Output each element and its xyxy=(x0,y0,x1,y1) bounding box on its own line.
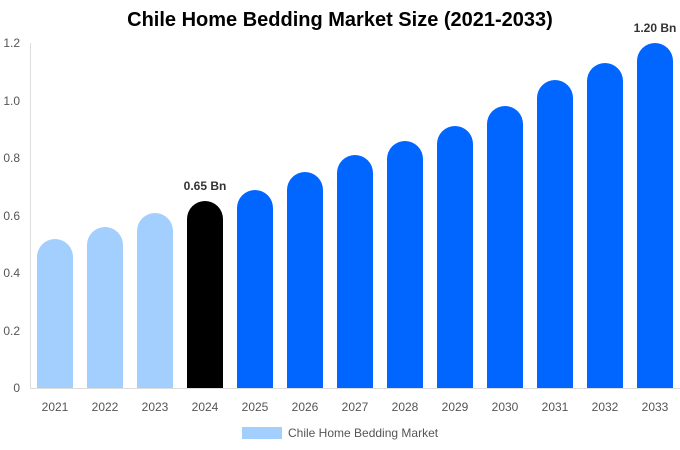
bar-2025[interactable] xyxy=(237,189,273,388)
y-tick-label: 0.4 xyxy=(3,266,20,280)
chart-title: Chile Home Bedding Market Size (2021-203… xyxy=(127,9,553,31)
x-tick-label: 2021 xyxy=(41,400,69,414)
y-tick-label: 0.8 xyxy=(3,151,20,165)
x-tick-label: 2031 xyxy=(541,400,569,414)
bar-2031[interactable] xyxy=(537,80,573,388)
x-tick-label: 2024 xyxy=(191,400,219,414)
bar-2022[interactable] xyxy=(87,227,123,388)
legend-label: Chile Home Bedding Market xyxy=(288,426,439,440)
bar-2024[interactable] xyxy=(187,201,223,388)
bar-2026[interactable] xyxy=(287,172,323,388)
x-tick-label: 2023 xyxy=(141,400,169,414)
data-label-2033: 1.20 Bn xyxy=(633,21,677,35)
bar-2032[interactable] xyxy=(587,63,623,388)
x-tick-label: 2030 xyxy=(491,400,519,414)
bar-2033[interactable] xyxy=(637,43,673,388)
y-tick-label: 1.0 xyxy=(3,93,20,108)
x-tick-label: 2032 xyxy=(591,400,619,414)
y-tick-label: 0.6 xyxy=(3,208,20,223)
data-label-2024: 0.65 Bn xyxy=(183,179,227,194)
x-axis-line xyxy=(30,388,680,389)
y-tick-label: 0.2 xyxy=(3,323,20,338)
y-tick-label: 1.2 xyxy=(3,36,20,50)
y-axis-line xyxy=(30,43,31,389)
bar-2023[interactable] xyxy=(137,212,173,388)
legend-swatch xyxy=(242,427,282,439)
x-tick-label: 2029 xyxy=(441,400,469,414)
x-tick-label: 2033 xyxy=(641,400,669,414)
x-tick-label: 2027 xyxy=(341,400,369,414)
bar-2030[interactable] xyxy=(487,106,523,388)
bar-2021[interactable] xyxy=(37,238,73,388)
bar-2028[interactable] xyxy=(387,140,423,388)
x-tick-label: 2026 xyxy=(291,400,319,414)
legend: Chile Home Bedding Market xyxy=(242,426,438,440)
x-tick-label: 2028 xyxy=(391,400,419,414)
y-tick-label: 0 xyxy=(13,381,20,395)
bar-2027[interactable] xyxy=(337,155,373,388)
bar-2029[interactable] xyxy=(437,126,473,388)
x-tick-label: 2022 xyxy=(91,400,119,414)
x-tick-label: 2025 xyxy=(241,400,269,414)
